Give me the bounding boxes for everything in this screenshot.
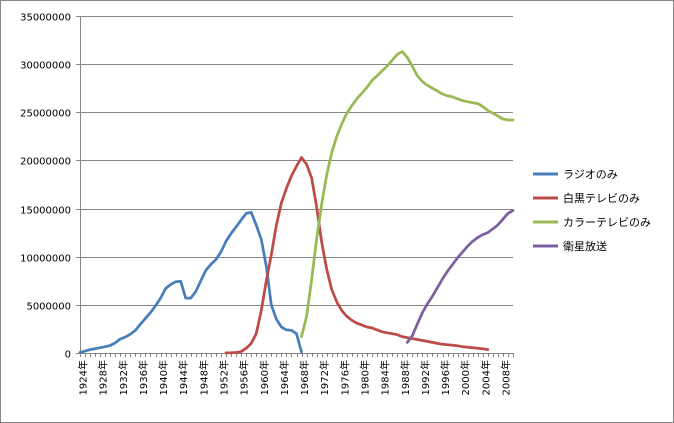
series-line-1: [78, 211, 303, 354]
x-tick-label: 1940年: [157, 360, 170, 395]
x-tick-label: 1964年: [278, 360, 291, 395]
x-tick-label: 1924年: [77, 360, 90, 395]
x-tick-label: 1948年: [197, 360, 210, 395]
x-tick-label: 1944年: [177, 360, 190, 395]
x-tick-label: 1976年: [338, 360, 351, 395]
x-tick-label: 1956年: [238, 360, 251, 395]
legend-label: 衛星放送: [563, 239, 607, 253]
x-axis: 1924年 1928年 1932年 1936年 1940年 1944年 1948年 1952年…: [77, 353, 514, 395]
x-tick-label: 1988年: [399, 360, 412, 395]
x-tick-label: 1972年: [318, 360, 331, 395]
y-tick-label: 30000000: [20, 61, 71, 72]
x-tick-label: 1960年: [258, 360, 271, 395]
y-tick-label: 0: [65, 350, 71, 361]
plot-area: [78, 50, 515, 355]
y-tick-label: 15000000: [20, 206, 71, 217]
series-line-2: [224, 156, 490, 355]
legend-label: ラジオのみ: [563, 168, 618, 181]
x-tick-label: 1968年: [298, 360, 311, 395]
x-tick-label: 2000年: [459, 360, 472, 395]
x-tick-label: 1996年: [439, 360, 452, 395]
legend-label: カラーテレビのみ: [563, 216, 651, 229]
y-axis: 0 5000000 10000000 15000000 20000000 25000000…: [20, 13, 81, 361]
gridlines: [80, 16, 513, 306]
y-tick-label: 10000000: [20, 254, 71, 265]
x-tick-label: 1936年: [137, 360, 150, 395]
x-tick-label: 1992年: [419, 360, 432, 395]
x-tick-label: 1984年: [379, 360, 392, 395]
series-line-3: [300, 50, 515, 338]
y-tick-label: 5000000: [26, 302, 71, 313]
y-tick-label: 35000000: [20, 13, 71, 24]
x-tick-label: 1932年: [117, 360, 130, 395]
y-tick-label: 25000000: [20, 109, 71, 120]
x-tick-label: 1952年: [217, 360, 230, 395]
y-tick-label: 20000000: [20, 157, 71, 168]
x-tick-label: 1928年: [97, 360, 110, 395]
x-tick-label: 2008年: [499, 360, 512, 395]
x-tick-label: 1980年: [358, 360, 371, 395]
x-tick-label: 2004年: [479, 360, 492, 395]
legend-label: 白黒テレビのみ: [563, 191, 640, 205]
series-line-4: [405, 209, 515, 344]
